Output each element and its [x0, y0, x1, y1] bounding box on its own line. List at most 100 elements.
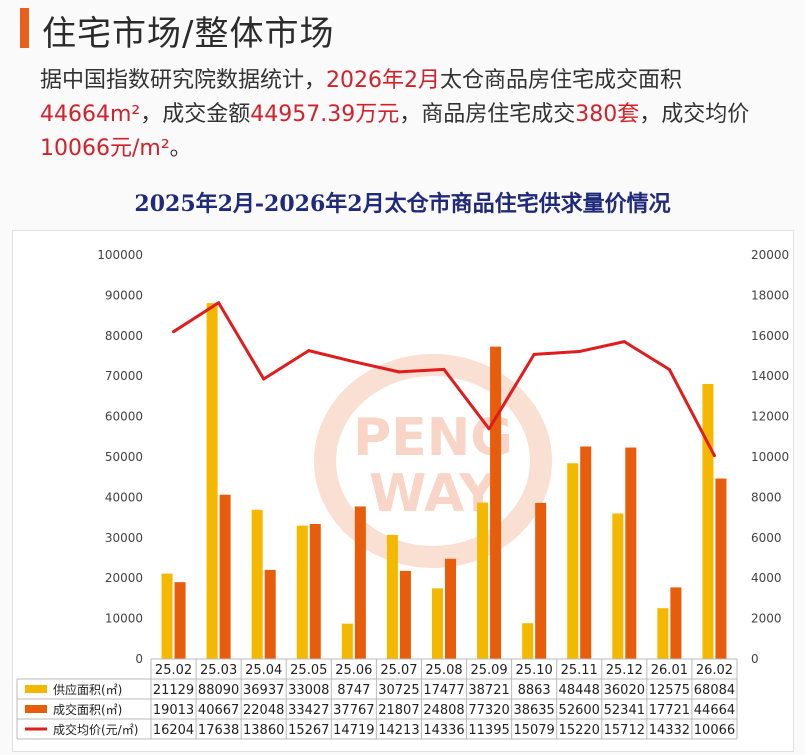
- bar-supply: [522, 623, 534, 659]
- data-table-cell: 17477: [423, 683, 464, 698]
- chart-svg: PENGWAY010000200003000040000500006000070…: [16, 248, 789, 740]
- data-table-cell: 14332: [649, 723, 690, 738]
- bar-supply: [657, 608, 669, 659]
- chart-title: 2025年2月-2026年2月太仓市商品住宅供求量价情况: [134, 191, 671, 217]
- price-point: [262, 377, 266, 381]
- summary-paragraph: 据中国指数研究院数据统计，2026年2月太仓商品房住宅成交面积 44664m²，成…: [40, 64, 790, 166]
- x-category-label: 25.09: [470, 663, 507, 678]
- y-right-tick-label: 6000: [751, 531, 782, 545]
- data-table-cell: 11395: [468, 723, 509, 738]
- summary-text: 。: [169, 136, 192, 161]
- data-table-cell: 19013: [153, 703, 194, 718]
- data-table-cell: 13860: [243, 723, 284, 738]
- x-category-label: 25.12: [606, 663, 643, 678]
- chart-panel: PENG WAY 0 10000 20000 30000 40000 50000 60000 70…: [12, 230, 794, 752]
- page-header: 住宅市场/整体市场: [0, 0, 805, 58]
- price-point: [712, 454, 716, 458]
- price-point: [487, 427, 491, 431]
- summary-text: 太仓商品房住宅成交面积: [440, 68, 683, 93]
- bar-supply: [296, 525, 308, 659]
- data-table-cell: 68084: [694, 683, 735, 698]
- data-table-cell: 14719: [333, 723, 374, 738]
- data-table-cell: 22048: [243, 703, 284, 718]
- data-table-cell: 14336: [423, 723, 464, 738]
- data-table-cell: 40667: [198, 703, 239, 718]
- data-table-cell: 36020: [604, 683, 645, 698]
- data-table-cell: 44664: [694, 703, 735, 718]
- price-point: [622, 340, 626, 344]
- y-left-tick-label: 80000: [105, 329, 143, 343]
- summary-highlight: 44957.39万元: [250, 102, 400, 127]
- y-right-tick-label: 10000: [751, 450, 789, 464]
- data-table-cell: 8863: [518, 683, 551, 698]
- bar-deal: [625, 447, 637, 659]
- data-table-cell: 15079: [513, 723, 554, 738]
- y-right-tick-label: 14000: [751, 369, 789, 383]
- data-table-cell: 38635: [513, 703, 554, 718]
- summary-highlight: 2026年2月: [326, 68, 441, 93]
- y-right-tick-label: 8000: [751, 490, 782, 504]
- bar-supply: [702, 383, 714, 659]
- data-table-cell: 10066: [694, 723, 735, 738]
- x-category-label: 25.04: [245, 663, 282, 678]
- data-table-cell: 21129: [153, 683, 194, 698]
- bar-deal: [264, 569, 276, 659]
- summary-text: 据中国指数研究院数据统计，: [40, 68, 327, 93]
- data-table-cell: 21807: [378, 703, 419, 718]
- bar-supply: [432, 588, 443, 659]
- legend-swatch-icon: [25, 705, 47, 713]
- bar-supply: [206, 303, 218, 659]
- bar-deal: [715, 478, 727, 659]
- x-category-label: 25.03: [200, 663, 237, 678]
- data-table-cell: 17638: [198, 723, 239, 738]
- bar-supply: [161, 573, 173, 659]
- summary-highlight: 44664m²: [40, 102, 141, 127]
- legend-label: 成交面积(㎡): [53, 702, 122, 717]
- y-left-tick-label: 70000: [105, 369, 143, 383]
- legend-swatch-icon: [25, 685, 47, 693]
- summary-text: ，成交金额: [140, 102, 251, 127]
- data-table-cell: 24808: [423, 703, 464, 718]
- watermark-text: PENG: [353, 408, 513, 468]
- data-table-cell: 14213: [378, 723, 419, 738]
- bar-supply: [567, 463, 579, 659]
- legend-label: 供应面积(㎡): [53, 682, 122, 697]
- price-point: [307, 349, 311, 353]
- title-accent-bar: [20, 8, 29, 48]
- y-left-tick-label: 50000: [105, 450, 143, 464]
- price-point: [397, 370, 401, 374]
- bar-deal: [309, 523, 321, 659]
- y-left-tick-label: 10000: [105, 612, 143, 626]
- y-left-tick-label: 60000: [105, 410, 143, 424]
- bar-deal: [580, 446, 592, 659]
- data-table-cell: 52341: [604, 703, 645, 718]
- price-point: [577, 350, 581, 354]
- bar-supply: [477, 502, 489, 659]
- x-category-label: 25.11: [561, 663, 598, 678]
- y-right-tick-label: 18000: [751, 288, 789, 302]
- y-left-tick-label: 90000: [105, 288, 143, 302]
- bar-deal: [354, 506, 366, 659]
- bar-deal: [219, 494, 231, 659]
- data-table-cell: 52600: [559, 703, 600, 718]
- data-table-cell: 17721: [649, 703, 690, 718]
- bar-supply: [251, 509, 263, 659]
- bar-deal: [490, 346, 502, 659]
- bar-deal: [174, 582, 186, 659]
- bar-supply: [341, 623, 353, 659]
- data-table-cell: 15220: [559, 723, 600, 738]
- x-category-label: 25.08: [425, 663, 462, 678]
- data-table-cell: 15712: [604, 723, 645, 738]
- price-point: [352, 360, 356, 364]
- y-right-tick-label: 4000: [751, 571, 782, 585]
- summary-highlight: 10066元/m²: [40, 136, 170, 161]
- watermark-text: WAY: [369, 464, 498, 524]
- y-right-tick-label: 0: [751, 652, 759, 666]
- x-category-label: 25.10: [516, 663, 553, 678]
- bar-supply: [386, 534, 398, 659]
- data-table-cell: 88090: [198, 683, 239, 698]
- x-category-label: 25.07: [380, 663, 417, 678]
- summary-text: ，商品房住宅成交: [399, 102, 576, 127]
- data-table-cell: 33008: [288, 683, 329, 698]
- x-category-label: 25.02: [155, 663, 192, 678]
